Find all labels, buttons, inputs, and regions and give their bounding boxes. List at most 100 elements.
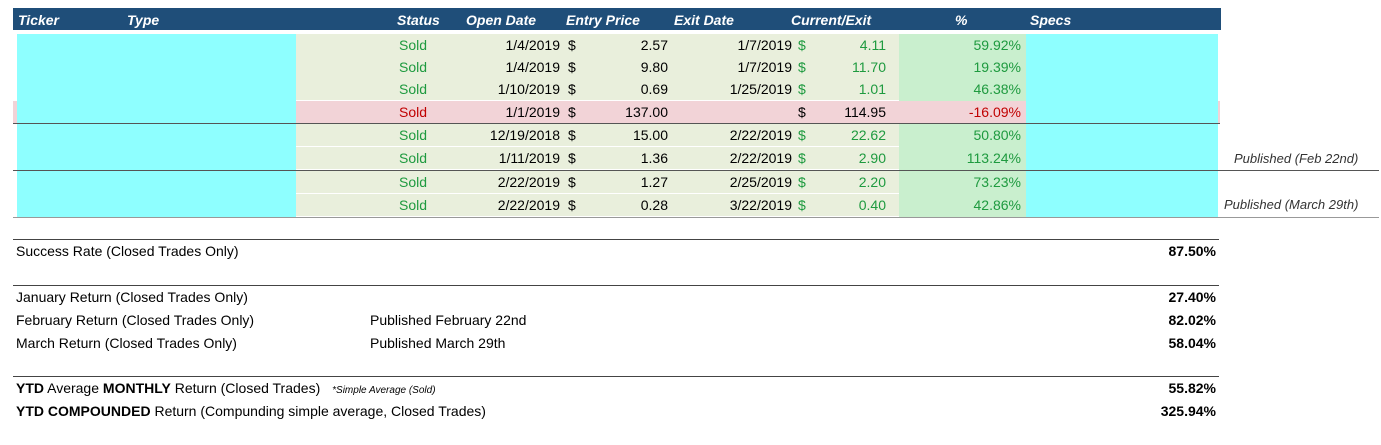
- header-ticker: Ticker: [18, 12, 59, 28]
- cell-cur1: $: [568, 150, 576, 166]
- cell-open: 1/4/2019: [505, 59, 561, 75]
- summary-divider: [13, 285, 1219, 286]
- feb-return-note: Published February 22nd: [370, 312, 527, 328]
- cell-current: 4.11: [859, 37, 886, 53]
- cell-exit: 2/22/2019: [729, 150, 792, 166]
- cell-exit: [676, 101, 792, 123]
- cell-status: Sold: [398, 104, 428, 120]
- cell-cur1: $: [568, 127, 576, 143]
- ytd-comp-b: YTD COMPOUNDED: [16, 403, 151, 419]
- feb-return-label: February Return (Closed Trades Only): [16, 312, 255, 328]
- cell-entry: 137.00: [625, 104, 668, 120]
- cell-open: 2/22/2019: [497, 174, 560, 190]
- cell-exit: 2/22/2019: [729, 127, 792, 143]
- group-divider: [13, 123, 1220, 124]
- row-bg-loss: [13, 101, 1220, 123]
- row-bg: [296, 147, 1025, 169]
- cell-current: 11.70: [852, 59, 886, 75]
- cell-pct: 42.86%: [973, 197, 1021, 213]
- cell-current: 22.62: [850, 127, 886, 143]
- cell-cur2: $: [798, 37, 806, 53]
- note-published-feb: Published (Feb 22nd): [1234, 151, 1359, 166]
- cell-cur1: $: [568, 104, 576, 120]
- ytd-avg-b1: YTD: [16, 380, 44, 396]
- header-status: Status: [397, 12, 440, 28]
- cell-pct: 46.38%: [973, 81, 1021, 97]
- ytd-avg-value: 55.82%: [1168, 380, 1216, 396]
- group-divider: [13, 170, 1379, 171]
- row-bg: [296, 171, 1025, 193]
- cell-cur2: $: [798, 174, 806, 190]
- cell-cur1: $: [568, 197, 576, 213]
- cell-entry: 0.69: [640, 81, 668, 97]
- ytd-compounded-label: YTD COMPOUNDED Return (Compunding simple…: [16, 403, 486, 419]
- mar-return-label: March Return (Closed Trades Only): [16, 335, 237, 351]
- cell-open: 12/19/2018: [489, 127, 560, 143]
- cell-cur2: $: [798, 59, 806, 75]
- cell-cur1: $: [568, 174, 576, 190]
- row-bg: [296, 78, 1025, 100]
- header-current-exit: Current/Exit: [791, 12, 872, 28]
- mar-return-note: Published March 29th: [370, 335, 506, 351]
- header-open-date: Open Date: [466, 12, 537, 28]
- ytd-avg-note: *Simple Average (Sold): [332, 385, 436, 396]
- ytd-avg-label: YTD Average MONTHLY Return (Closed Trade…: [16, 380, 436, 396]
- cell-pct: -16.09%: [968, 104, 1021, 120]
- cell-current: 114.95: [844, 104, 886, 120]
- success-rate-value: 87.50%: [1168, 243, 1216, 259]
- cell-open: 1/10/2019: [497, 81, 560, 97]
- cell-exit: 1/7/2019: [737, 59, 793, 75]
- cell-open: 1/11/2019: [498, 150, 560, 166]
- cell-status: Sold: [398, 197, 428, 213]
- cell-status: Sold: [398, 37, 428, 53]
- cell-cur2: $: [798, 104, 806, 120]
- note-published-mar: Published (March 29th): [1224, 197, 1359, 212]
- cell-exit: 3/22/2019: [729, 197, 792, 213]
- row-bg: [296, 124, 1025, 146]
- ytd-avg-b2: MONTHLY: [102, 380, 171, 396]
- cell-current: 2.90: [858, 150, 886, 166]
- group-divider: [13, 217, 1379, 218]
- pct-column-bg: [899, 34, 1026, 101]
- ytd-avg-t1: Average: [44, 380, 103, 396]
- summary-divider: [13, 239, 1219, 240]
- cell-cur1: $: [568, 59, 576, 75]
- cell-pct: 19.39%: [973, 59, 1021, 75]
- header-pct: %: [955, 12, 968, 28]
- cell-exit: 1/25/2019: [729, 81, 792, 97]
- cell-entry: 2.57: [640, 37, 668, 53]
- ytd-compounded-value: 325.94%: [1160, 403, 1216, 419]
- header-type: Type: [127, 12, 160, 28]
- cell-exit: 2/25/2019: [729, 174, 792, 190]
- cell-cur1: $: [568, 37, 576, 53]
- cell-entry: 0.28: [640, 197, 668, 213]
- ytd-comp-t: Return (Compunding simple average, Close…: [150, 403, 486, 419]
- row-bg: [296, 34, 1025, 56]
- redacted-ticker-type: [17, 34, 296, 218]
- cell-open: 1/4/2019: [505, 37, 561, 53]
- cell-cur1: $: [568, 81, 576, 97]
- cell-cur2: $: [798, 197, 806, 213]
- cell-open: 1/1/2019: [505, 104, 561, 120]
- success-rate-label: Success Rate (Closed Trades Only): [16, 243, 239, 259]
- cell-status: Sold: [398, 81, 428, 97]
- cell-status: Sold: [398, 174, 428, 190]
- cell-entry: 1.27: [640, 174, 668, 190]
- cell-pct: 113.24%: [966, 150, 1021, 166]
- cell-entry: 15.00: [632, 127, 668, 143]
- header-specs: Specs: [1030, 12, 1072, 28]
- cell-open: 2/22/2019: [497, 197, 560, 213]
- mar-return-value: 58.04%: [1168, 335, 1216, 351]
- redacted-specs: [1026, 34, 1218, 218]
- ytd-avg-t2: Return (Closed Trades): [170, 380, 321, 396]
- header-exit-date: Exit Date: [674, 12, 734, 28]
- cell-cur2: $: [798, 150, 806, 166]
- cell-exit: 1/7/2019: [737, 37, 793, 53]
- cell-status: Sold: [398, 59, 428, 75]
- cell-entry: 9.80: [640, 59, 668, 75]
- cell-pct: 59.92%: [973, 37, 1021, 53]
- cell-current: 1.01: [858, 81, 886, 97]
- header-entry-price: Entry Price: [566, 12, 640, 28]
- cell-status: Sold: [398, 127, 428, 143]
- table-header: [13, 8, 1221, 30]
